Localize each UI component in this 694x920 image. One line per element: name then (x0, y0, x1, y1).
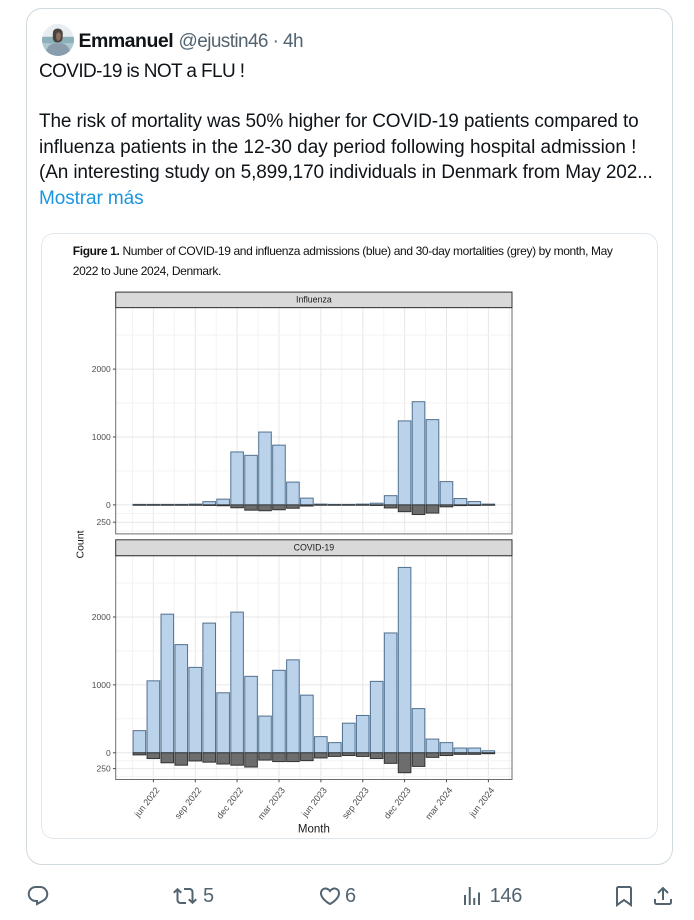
svg-text:0: 0 (106, 748, 111, 758)
svg-text:Influenza: Influenza (296, 295, 332, 305)
svg-text:sep 2022: sep 2022 (173, 785, 204, 820)
svg-text:jun 2022: jun 2022 (132, 785, 162, 819)
svg-text:2000: 2000 (92, 364, 111, 374)
svg-text:dec 2022: dec 2022 (214, 785, 245, 820)
svg-text:mar 2023: mar 2023 (256, 785, 287, 821)
svg-text:mar 2024: mar 2024 (423, 785, 454, 821)
svg-text:1000: 1000 (92, 680, 111, 690)
svg-text:Month: Month (298, 824, 330, 836)
svg-text:1000: 1000 (92, 432, 111, 442)
svg-text:250: 250 (97, 764, 111, 774)
svg-text:dec 2023: dec 2023 (382, 785, 413, 820)
svg-text:sep 2023: sep 2023 (340, 785, 371, 820)
svg-text:250: 250 (97, 517, 111, 527)
svg-text:2000: 2000 (92, 612, 111, 622)
svg-text:jun 2024: jun 2024 (467, 785, 497, 819)
svg-text:Count: Count (75, 530, 87, 558)
svg-text:COVID-19: COVID-19 (294, 542, 335, 552)
svg-text:0: 0 (106, 500, 111, 510)
svg-text:jun 2023: jun 2023 (299, 785, 329, 819)
